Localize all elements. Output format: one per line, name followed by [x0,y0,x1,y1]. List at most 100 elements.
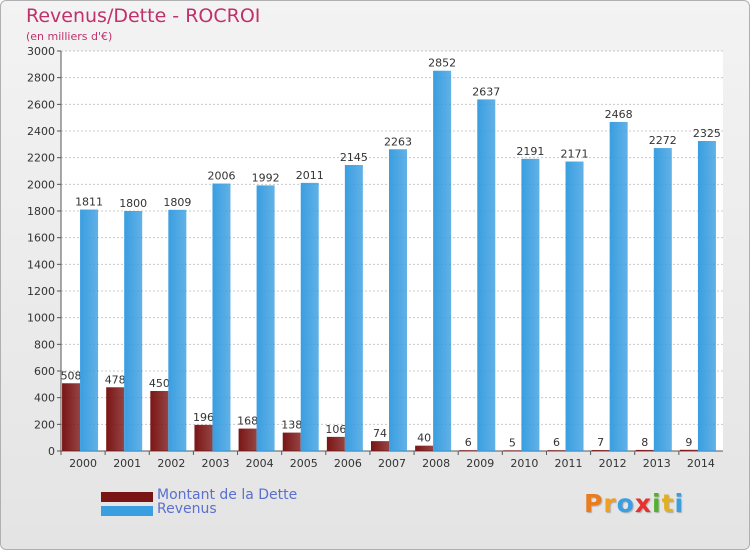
data-label-revenus: 2263 [384,135,412,148]
logo-letter: i [652,489,662,518]
legend-label-dette: Montant de la Dette [157,487,298,503]
bar-revenus [389,149,407,451]
data-label-dette: 508 [61,369,82,382]
data-label-revenus: 2325 [693,127,721,140]
x-tick-label: 2008 [422,457,450,470]
legend-item-dette: Montant de la Dette [101,487,297,504]
logo-letter: t [661,489,675,518]
y-tick-label: 200 [34,418,55,431]
bar-dette [326,436,345,451]
y-tick-label: 2600 [27,98,55,111]
data-label-revenus: 1800 [119,197,147,210]
bar-dette [62,383,81,451]
data-label-revenus: 2637 [472,85,500,98]
x-tick-label: 2003 [201,457,229,470]
bar-revenus [433,70,452,451]
data-label-revenus: 2272 [649,134,677,147]
bar-revenus [477,99,496,452]
legend-swatch-revenus [101,506,153,516]
data-label-dette: 478 [105,373,126,386]
bar-revenus [697,141,716,451]
bar-dette [371,441,389,451]
data-label-revenus: 1811 [75,196,103,209]
bar-dette [106,387,125,451]
data-label-revenus: 1992 [252,171,280,184]
bar-dette [503,450,522,452]
x-tick-label: 2011 [555,457,583,470]
x-tick-label: 2007 [378,457,406,470]
y-tick-label: 2800 [27,72,55,85]
data-label-revenus: 2191 [516,145,544,158]
data-label-dette: 196 [193,411,214,424]
bar-revenus [653,148,672,452]
bar-revenus [80,209,99,451]
legend-label-revenus: Revenus [157,501,217,517]
data-label-dette: 6 [553,436,560,449]
x-tick-label: 2005 [290,457,318,470]
logo-letter: x [634,489,652,518]
bar-revenus [300,182,319,451]
y-tick-label: 2200 [27,152,55,165]
logo-letter: i [674,489,685,518]
y-tick-label: 1000 [27,312,55,325]
bar-dette [415,445,434,451]
logo-letter: P [584,489,604,518]
y-tick-label: 1200 [27,285,55,298]
y-tick-label: 0 [48,445,55,458]
y-tick-label: 800 [34,338,55,351]
proxiti-logo: Proxiti [584,489,684,518]
x-tick-label: 2010 [510,457,538,470]
bar-dette [635,449,654,451]
y-tick-label: 2400 [27,125,55,138]
y-tick-label: 1600 [27,232,55,245]
bar-dette [282,432,301,451]
bar-revenus [212,183,231,452]
y-tick-label: 600 [34,365,55,378]
data-label-revenus: 2011 [296,169,324,182]
legend-swatch-dette [101,492,153,502]
y-tick-label: 1400 [27,258,55,271]
bar-dette [150,391,169,451]
data-label-revenus: 1809 [163,196,191,209]
chart-subtitle: (en milliers d'€) [26,30,113,43]
bar-revenus [344,165,363,451]
y-tick-label: 1800 [27,205,55,218]
data-label-dette: 7 [597,436,604,449]
data-label-revenus: 2468 [605,108,633,121]
y-tick-label: 400 [34,392,55,405]
bar-revenus [565,161,584,452]
data-label-dette: 168 [237,415,258,428]
bar-revenus [521,158,540,451]
x-tick-label: 2001 [113,457,141,470]
x-tick-label: 2009 [466,457,494,470]
bar-dette [238,428,257,451]
x-tick-label: 2000 [69,457,97,470]
x-tick-label: 2002 [157,457,185,470]
x-tick-label: 2006 [334,457,362,470]
y-tick-label: 3000 [27,45,55,58]
data-label-dette: 138 [281,419,302,432]
logo-letter: r [603,489,617,518]
bar-dette [679,449,698,451]
bar-dette [459,450,478,451]
bar-chart: 0 200 400 600 800 1000 1200 1400 1600 1800 2000 220… [27,45,723,470]
bar-revenus [609,121,628,451]
y-tick-label: 2000 [27,178,55,191]
bar-dette [591,450,610,451]
legend-item-revenus: Revenus [101,501,217,518]
chart-title: Revenus/Dette - ROCROI [26,5,261,27]
data-label-dette: 5 [509,436,516,449]
bar-revenus [256,185,275,451]
x-tick-label: 2004 [246,457,274,470]
bar-dette [194,424,213,451]
data-label-dette: 8 [641,436,648,449]
data-label-revenus: 2006 [207,170,235,183]
x-tick-label: 2012 [599,457,627,470]
x-tick-label: 2013 [643,457,671,470]
data-label-dette: 106 [325,423,346,436]
data-label-dette: 40 [417,432,431,445]
logo-letter: o [616,489,635,518]
data-label-dette: 450 [149,377,170,390]
data-label-revenus: 2852 [428,57,456,70]
